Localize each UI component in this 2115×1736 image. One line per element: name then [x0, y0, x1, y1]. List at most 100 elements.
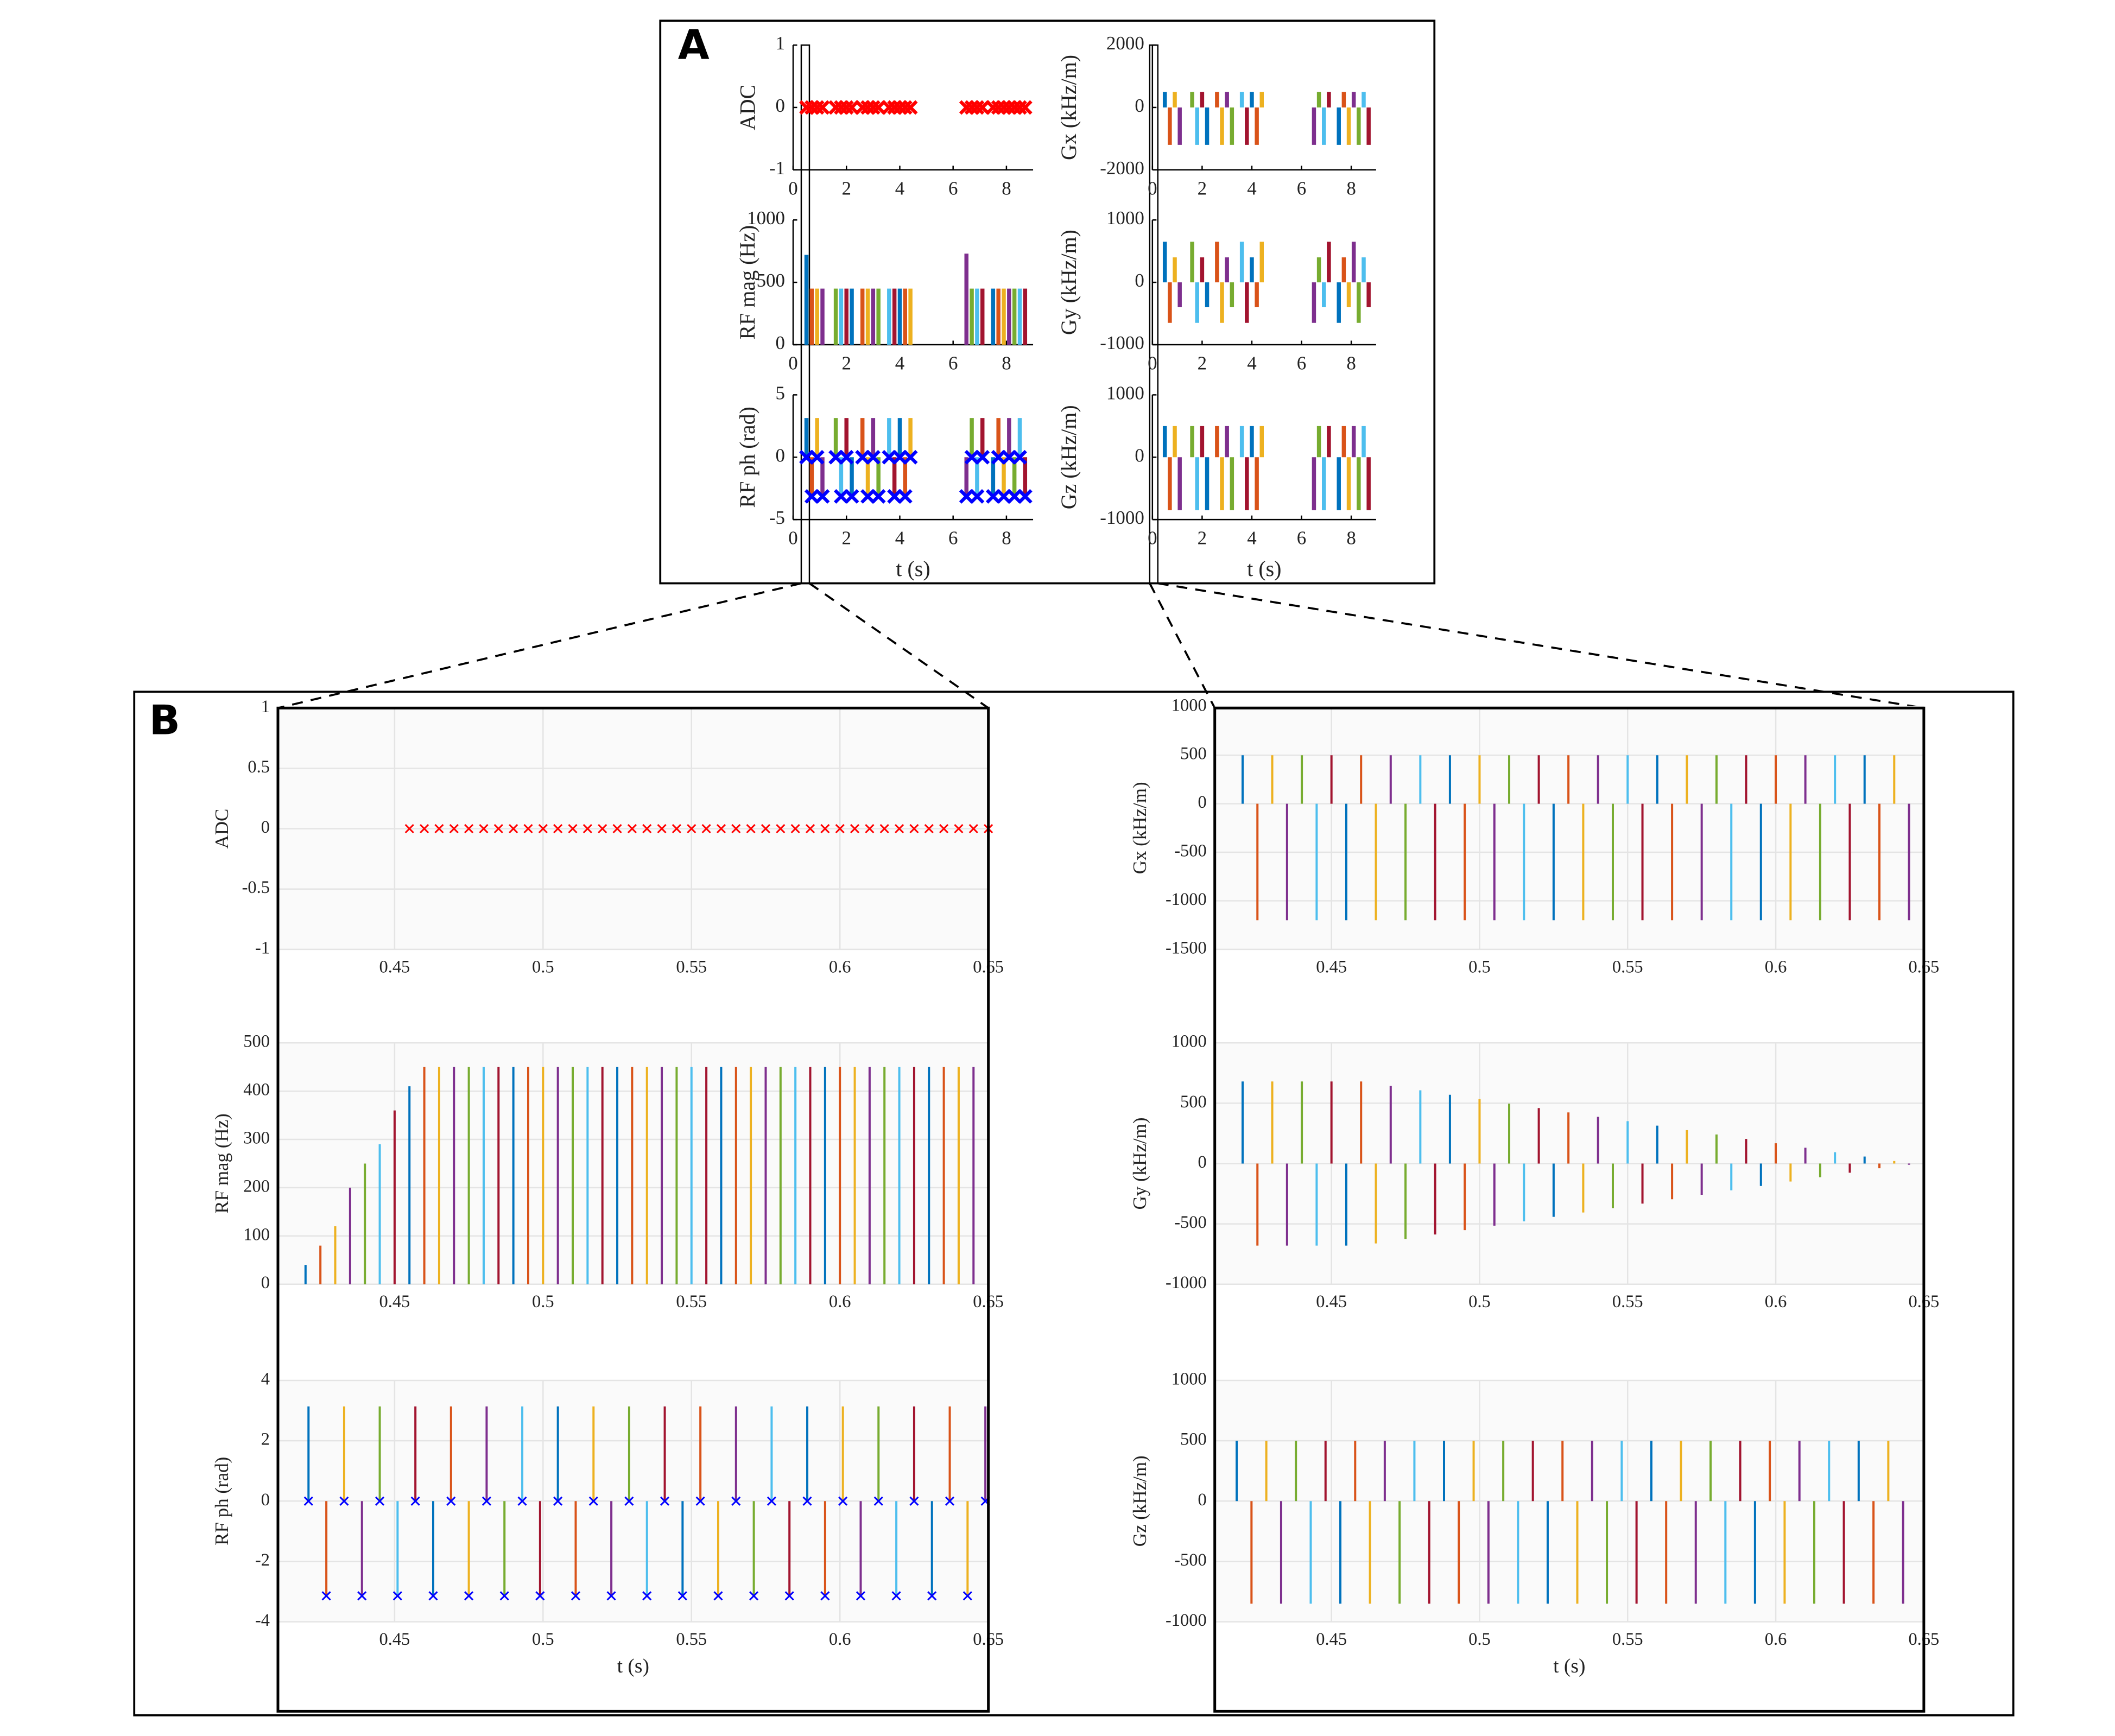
marker	[865, 100, 881, 115]
marker	[446, 1496, 456, 1506]
x-tick-label: 8	[1346, 352, 1356, 373]
marker	[924, 824, 934, 834]
x-axis-label: t (s)	[1553, 1655, 1585, 1677]
marker	[657, 824, 667, 834]
marker	[996, 100, 1011, 115]
marker	[985, 100, 1000, 115]
marker	[482, 1496, 491, 1506]
marker	[887, 100, 902, 115]
marker	[892, 100, 907, 115]
x-tick-label: 6	[1297, 178, 1306, 199]
zoom-line	[277, 582, 802, 709]
marker	[553, 1496, 563, 1506]
marker	[970, 489, 985, 504]
marker	[954, 824, 964, 834]
marker	[1007, 489, 1022, 504]
y-tick-label: 0	[776, 332, 785, 353]
marker	[1007, 100, 1022, 115]
marker	[449, 824, 459, 834]
marker	[844, 489, 859, 504]
y-tick-label: -1000	[1100, 332, 1144, 353]
x-tick-label: 0.6	[829, 1292, 851, 1311]
marker	[968, 824, 978, 834]
y-axis-label: Gz (kHz/m)	[1129, 1455, 1150, 1547]
x-tick-label: 6	[948, 352, 958, 373]
y-tick-label: -1000	[1166, 890, 1207, 909]
marker	[642, 1591, 652, 1601]
y-tick-label: 0	[1135, 270, 1144, 291]
y-axis-label: Gx (kHz/m)	[1056, 55, 1081, 160]
zoom-window	[800, 44, 810, 584]
y-axis-label: Gx (kHz/m)	[1129, 782, 1150, 874]
y-tick-label: -5	[769, 507, 785, 528]
marker	[746, 824, 756, 834]
marker	[731, 1496, 741, 1506]
marker	[835, 824, 845, 834]
marker	[996, 489, 1011, 504]
marker	[838, 1496, 848, 1506]
x-tick-label: 0.5	[532, 1630, 554, 1649]
marker	[964, 100, 979, 115]
y-tick-label: -500	[1174, 841, 1207, 860]
y-tick-label: 0.5	[248, 757, 270, 777]
x-tick-label: 6	[948, 528, 958, 549]
y-tick-label: -1000	[1166, 1611, 1207, 1630]
marker	[776, 824, 786, 834]
marker	[873, 1496, 883, 1506]
marker	[627, 824, 637, 834]
marker	[909, 1496, 919, 1506]
marker	[897, 100, 913, 115]
x-tick-label: 0.45	[379, 1292, 410, 1311]
marker	[660, 1496, 670, 1506]
marker	[523, 824, 533, 834]
marker	[964, 449, 979, 465]
x-tick-label: 0.45	[1316, 1630, 1347, 1649]
marker	[882, 100, 897, 115]
marker	[713, 1591, 723, 1601]
y-tick-label: 0	[776, 445, 785, 466]
y-tick-label: 5	[776, 382, 785, 403]
y-tick-label: 1000	[1106, 382, 1144, 403]
marker	[833, 489, 848, 504]
marker	[892, 449, 907, 465]
y-tick-label: 300	[243, 1128, 270, 1148]
x-tick-label: 8	[1002, 352, 1011, 373]
x-tick-label: 0.55	[1612, 1630, 1643, 1649]
zoom-lines	[277, 582, 1924, 709]
y-axis-label: RF ph (rad)	[211, 1457, 232, 1545]
y-tick-label: 0	[261, 1273, 270, 1293]
x-tick-label: 0.5	[532, 1292, 554, 1311]
y-tick-label: -2000	[1100, 157, 1144, 179]
y-axis-label: RF ph (rad)	[735, 407, 759, 508]
x-tick-label: 2	[841, 352, 851, 373]
y-tick-label: 1000	[747, 207, 785, 229]
y-tick-label: -1	[255, 938, 270, 958]
y-tick-label: 500	[1180, 1092, 1207, 1112]
marker	[815, 100, 830, 115]
y-tick-label: -1500	[1166, 938, 1207, 958]
y-tick-label: 0	[1198, 1152, 1206, 1172]
marker	[882, 449, 897, 465]
marker	[598, 824, 607, 834]
marker	[1017, 100, 1033, 115]
x-tick-label: 0.45	[379, 957, 410, 977]
y-axis-label: Gy (kHz/m)	[1129, 1118, 1150, 1210]
x-tick-label: 4	[895, 528, 904, 549]
y-tick-label: 0	[776, 95, 785, 116]
marker	[1012, 449, 1027, 465]
marker	[672, 824, 681, 834]
x-tick-label: 0.6	[1765, 1292, 1787, 1311]
x-tick-label: 2	[1198, 528, 1207, 549]
marker	[975, 449, 990, 465]
y-tick-label: -0.5	[242, 878, 270, 897]
x-tick-label: 0.55	[1612, 957, 1643, 977]
marker	[428, 1591, 438, 1601]
marker	[464, 1591, 474, 1601]
marker	[844, 100, 859, 115]
zoom-line	[1149, 582, 1216, 709]
marker	[828, 449, 844, 465]
x-tick-label: 2	[841, 528, 851, 549]
marker	[850, 824, 860, 834]
y-tick-label: -4	[255, 1611, 270, 1630]
